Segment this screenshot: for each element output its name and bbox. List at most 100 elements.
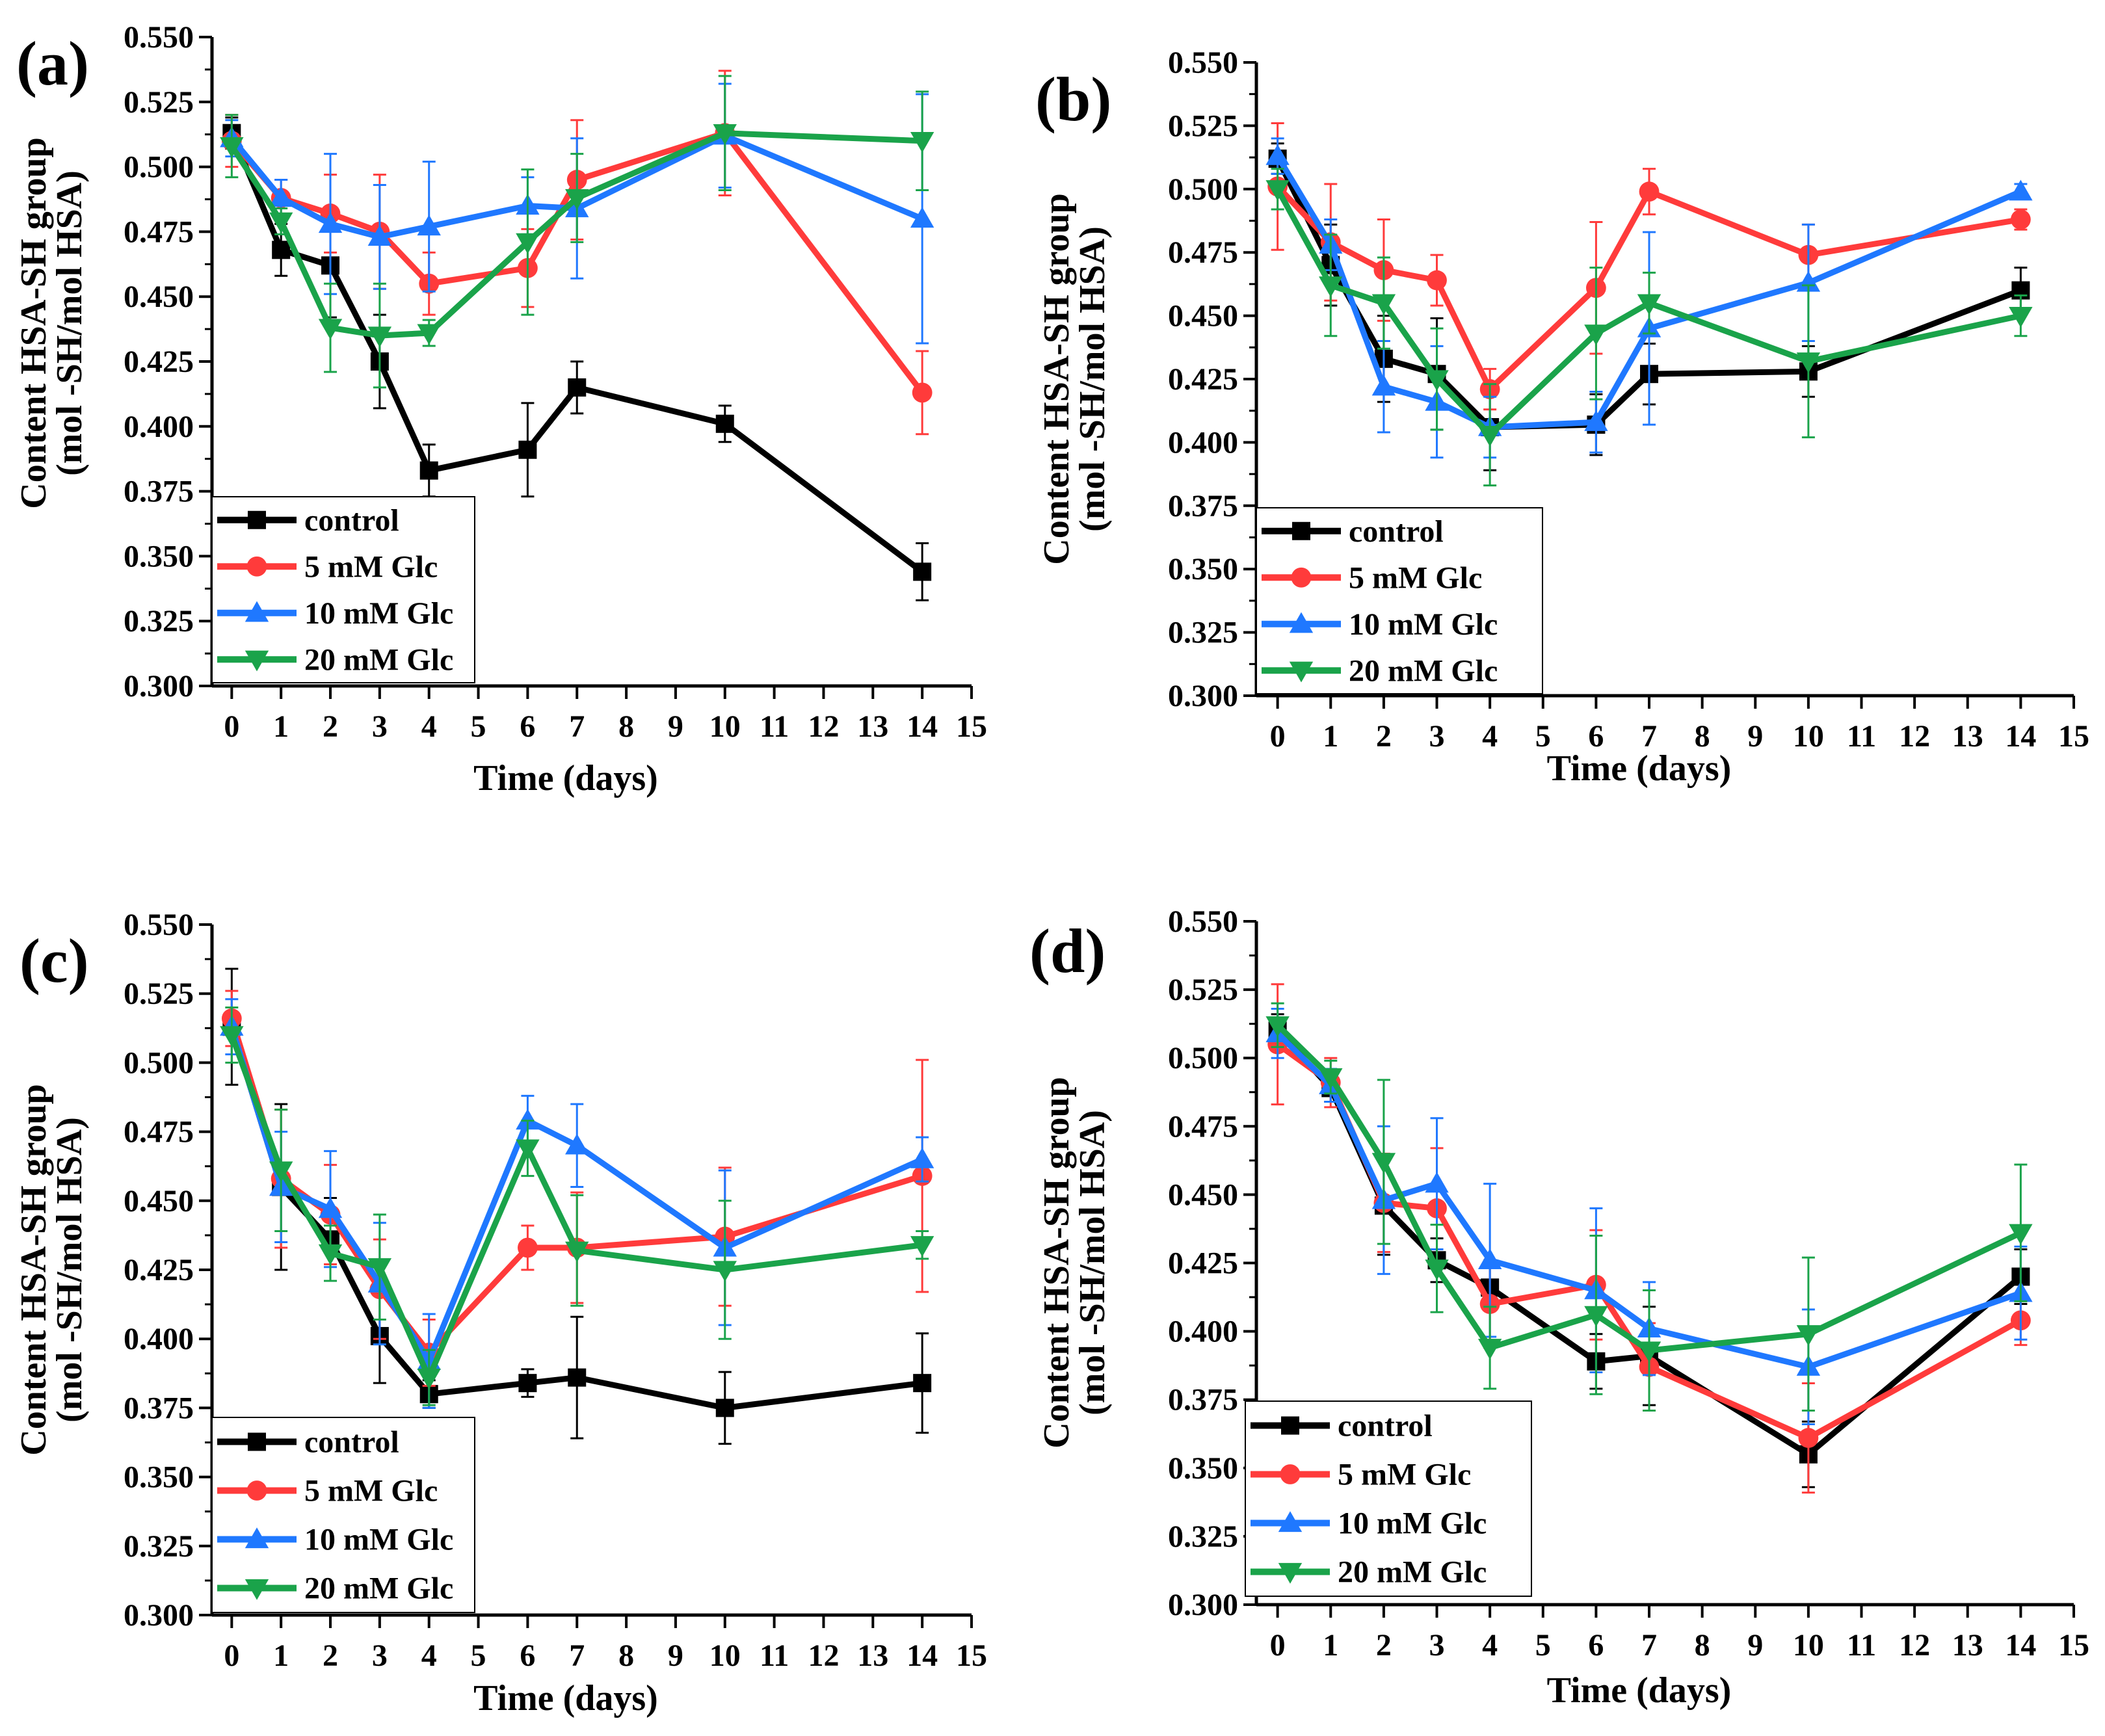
legend-marker xyxy=(245,601,269,622)
data-point xyxy=(1477,1339,1502,1360)
y-tick-label: 0.375 xyxy=(124,1391,194,1425)
x-tick-label: 15 xyxy=(2058,1628,2089,1663)
x-tick-label: 12 xyxy=(1899,719,1930,754)
y-tick-label: 0.375 xyxy=(1168,1383,1238,1417)
data-point xyxy=(1319,1068,1343,1089)
x-tick-label: 10 xyxy=(709,709,741,744)
x-tick-label: 5 xyxy=(471,1638,486,1673)
x-tick-label: 0 xyxy=(224,709,239,744)
x-tick-label: 13 xyxy=(1952,719,1983,754)
legend-label: control xyxy=(304,503,399,538)
y-axis-subtitle: (mol -SH/mol HSA) xyxy=(1072,226,1113,532)
legend-marker xyxy=(1281,1416,1299,1435)
x-tick-label: 2 xyxy=(1376,719,1392,754)
legend-label: 5 mM Glc xyxy=(304,549,438,584)
data-point xyxy=(516,1139,540,1161)
chart-panel-1: 0.300 0.325 0.350 0.375 0.400 0.425 0.450 0.475… xyxy=(14,20,987,798)
data-point xyxy=(1798,1428,1819,1448)
data-point xyxy=(1637,1341,1661,1363)
y-tick-label: 0.350 xyxy=(124,539,194,573)
x-tick-label: 15 xyxy=(956,1638,987,1673)
data-point xyxy=(417,1369,441,1389)
data-point xyxy=(1425,1172,1449,1193)
x-tick-label: 6 xyxy=(520,709,535,744)
x-tick-label: 1 xyxy=(273,1638,289,1673)
data-point xyxy=(1371,1153,1396,1174)
series-glc20 xyxy=(1265,1002,2033,1412)
legend-label: 20 mM Glc xyxy=(1338,1555,1487,1590)
x-tick-label: 7 xyxy=(1641,1628,1657,1663)
data-point xyxy=(2009,179,2033,201)
series-glc20 xyxy=(1265,168,2033,487)
x-tick-label: 9 xyxy=(668,1638,683,1673)
data-point xyxy=(713,1261,737,1282)
y-tick-label: 0.400 xyxy=(124,1322,194,1356)
legend-label: 5 mM Glc xyxy=(304,1474,438,1508)
data-point xyxy=(269,186,293,207)
data-point xyxy=(367,225,392,246)
x-tick-label: 8 xyxy=(1695,719,1710,754)
x-tick-label: 12 xyxy=(808,1638,839,1673)
legend-label: 10 mM Glc xyxy=(304,1523,453,1557)
y-tick-label: 0.450 xyxy=(124,1184,194,1218)
data-point xyxy=(367,1258,392,1279)
data-point xyxy=(565,189,589,210)
x-tick-label: 6 xyxy=(1588,719,1604,754)
x-tick-label: 5 xyxy=(471,709,486,744)
y-axis-title: Content HSA-SH group xyxy=(14,137,54,509)
x-tick-label: 4 xyxy=(421,709,437,744)
x-tick-label: 14 xyxy=(2005,1628,2036,1663)
data-point xyxy=(912,382,933,403)
x-tick-label: 14 xyxy=(907,1638,938,1673)
y-tick-label: 0.450 xyxy=(124,280,194,314)
y-tick-label: 0.300 xyxy=(1168,1588,1238,1622)
data-point xyxy=(318,1244,343,1265)
x-tick-label: 3 xyxy=(372,709,388,744)
data-point xyxy=(1584,1306,1608,1327)
x-tick-label: 2 xyxy=(323,1638,338,1673)
y-tick-label: 0.550 xyxy=(1168,904,1238,939)
x-tick-label: 2 xyxy=(323,709,338,744)
x-tick-label: 8 xyxy=(1695,1628,1710,1663)
x-axis-title: Time (days) xyxy=(1547,748,1732,789)
x-tick-label: 3 xyxy=(1429,719,1445,754)
y-axis-subtitle: (mol -SH/mol HSA) xyxy=(1072,1110,1113,1415)
data-point xyxy=(1637,294,1661,315)
y-tick-label: 0.550 xyxy=(124,20,194,55)
y-axis-title: Content HSA-SH group xyxy=(1037,1077,1077,1449)
x-tick-label: 15 xyxy=(956,709,987,744)
legend-label: 5 mM Glc xyxy=(1349,560,1482,595)
data-point xyxy=(713,124,737,145)
y-tick-label: 0.375 xyxy=(1168,489,1238,523)
data-point xyxy=(516,233,540,254)
data-point xyxy=(913,1374,932,1393)
data-point xyxy=(269,212,293,233)
legend-marker xyxy=(246,556,267,577)
data-point xyxy=(518,440,537,459)
data-point xyxy=(910,207,934,228)
x-tick-label: 5 xyxy=(1535,1628,1551,1663)
data-point xyxy=(1425,1259,1449,1281)
panel-label: (d) xyxy=(1029,916,1105,986)
x-tick-label: 5 xyxy=(1535,719,1551,754)
data-point xyxy=(2010,209,2031,230)
chart-panel-2: 0.300 0.325 0.350 0.375 0.400 0.425 0.450 0.475… xyxy=(1035,46,2089,789)
x-tick-label: 11 xyxy=(1847,719,1876,754)
x-tick-label: 14 xyxy=(907,709,938,744)
y-tick-label: 0.300 xyxy=(124,1598,194,1633)
legend-label: 10 mM Glc xyxy=(1349,607,1498,642)
data-point xyxy=(518,1374,537,1393)
x-tick-label: 10 xyxy=(1793,719,1824,754)
x-tick-label: 7 xyxy=(569,1638,585,1673)
x-tick-label: 11 xyxy=(760,709,789,744)
y-tick-label: 0.325 xyxy=(1168,616,1238,650)
y-tick-label: 0.425 xyxy=(124,1253,194,1287)
x-tick-label: 13 xyxy=(857,709,888,744)
data-point xyxy=(715,414,734,433)
x-tick-label: 4 xyxy=(421,1638,437,1673)
legend-marker xyxy=(1289,661,1314,683)
data-point xyxy=(910,1147,934,1168)
data-point xyxy=(1265,1016,1290,1037)
data-point xyxy=(568,1368,587,1387)
data-point xyxy=(1796,352,1821,373)
